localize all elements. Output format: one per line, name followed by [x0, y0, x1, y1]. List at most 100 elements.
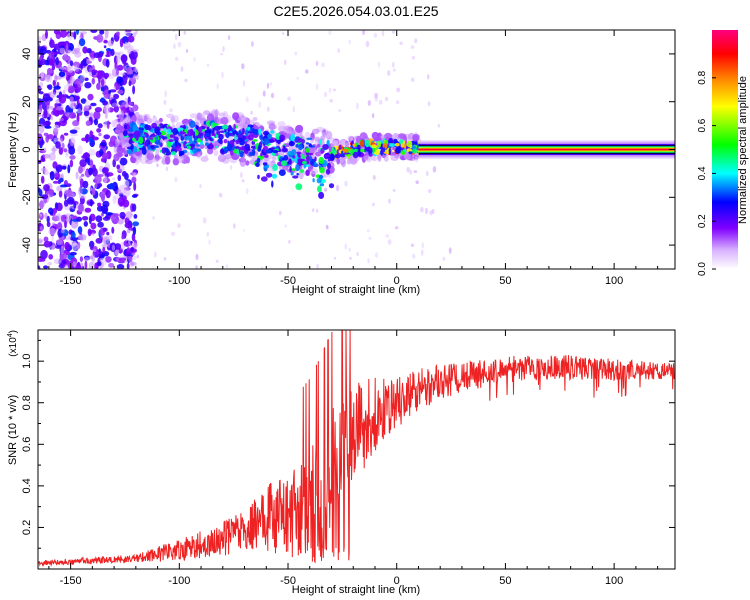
spectrogram-cell [392, 189, 396, 192]
spectrogram-cell [367, 100, 371, 106]
spectrogram-cell [163, 257, 167, 261]
spectrogram-cell [53, 30, 61, 35]
spectrogram-cell [226, 143, 232, 151]
spectrogram-cell [349, 256, 352, 260]
spectrogram-cell [180, 135, 184, 141]
spectrogram-cell [126, 256, 132, 259]
spectrogram-cell [336, 184, 340, 192]
spectrogram-cell [47, 116, 51, 121]
spectrogram-cell [52, 180, 59, 184]
spectrogram-cell [180, 66, 184, 72]
spectrogram-cell [205, 132, 210, 137]
spectrogram-cell [130, 143, 134, 150]
spectrogram-cell [185, 49, 189, 53]
x-tick-label: 100 [605, 275, 623, 287]
spectrogram-cell [128, 238, 131, 246]
spectrogram-y-label: Frequency (Hz) [7, 112, 19, 188]
spectrogram-cell [74, 64, 80, 72]
spectrogram-cell [154, 126, 161, 134]
spectrogram-cell [111, 244, 116, 251]
spectrogram-cell [131, 176, 137, 184]
spectrogram-cell [219, 139, 223, 145]
spectrogram-cell [328, 30, 332, 36]
spectrogram-cell [38, 189, 43, 197]
spectrogram-cell [135, 30, 138, 35]
spectrogram-cell [114, 61, 118, 70]
spectrogram-cell [68, 146, 76, 155]
spectrogram-cell [183, 30, 187, 35]
spectrogram-cell [161, 159, 166, 165]
spectrogram-cell [145, 159, 153, 165]
spectrogram-cell [48, 228, 57, 236]
spectrogram-cell [279, 210, 282, 216]
spectrogram-cell [388, 198, 391, 204]
spectrogram-cell [121, 36, 129, 44]
spectrogram-cell [116, 54, 121, 64]
spectrogram-cell [59, 177, 64, 183]
spectrogram-cell [377, 61, 381, 68]
spectrogram-cell [242, 127, 245, 135]
spectrogram-cell [377, 140, 382, 148]
spectrogram-cell [104, 256, 112, 263]
spectrogram-cell [320, 135, 326, 141]
spectrogram-cell [176, 146, 182, 152]
spectrogram-cell [290, 171, 294, 176]
spectrogram-cell [347, 135, 354, 141]
spectrogram-cell [385, 234, 390, 238]
spectrogram-cell [95, 237, 103, 244]
spectrogram-cell [65, 66, 71, 71]
spectrogram-cell [262, 90, 266, 97]
spectrogram-cell [421, 242, 424, 249]
spectrogram-cell [58, 147, 64, 155]
spectrogram-cell [219, 156, 225, 162]
spectrogram-cell [124, 98, 129, 102]
spectrogram-cell [442, 256, 446, 261]
spectrogram-cell [156, 156, 162, 160]
snr-x-ticks: -150 -100 -50 0 50 100 [48, 330, 659, 587]
spectrogram-cell [432, 166, 437, 173]
spectrogram-cell [237, 137, 244, 142]
spectrogram-cell [127, 35, 135, 43]
spectrogram-cell [102, 227, 108, 232]
spectrogram-cell [67, 79, 73, 88]
spectrogram-cell [89, 112, 94, 117]
spectrogram-cell [86, 187, 93, 192]
spectrogram-cell [40, 158, 46, 162]
spectrogram-cell [172, 158, 180, 166]
spectrogram-cells [38, 30, 675, 269]
spectrogram-cell [120, 138, 126, 148]
spectrogram-cell [129, 262, 134, 266]
spectrogram-cell [97, 123, 103, 129]
spectrogram-cell [128, 138, 133, 145]
spectrogram-cell [178, 150, 183, 157]
spectrogram-cell [195, 265, 198, 269]
spectrogram-cell [260, 152, 263, 157]
spectrogram-cell [278, 169, 286, 176]
spectrogram-cell [406, 166, 411, 173]
spectrogram-cell [83, 257, 90, 262]
y-tick-label: 0.4 [21, 478, 33, 493]
snr-y-ticks: 0.2 0.4 0.6 0.8 1.0 [21, 339, 675, 549]
spectrogram-cell [69, 155, 76, 160]
spectrogram-cell [415, 180, 420, 184]
spectrogram-cell [229, 150, 234, 156]
spectrogram-cell [272, 149, 279, 154]
spectrogram-cell [49, 105, 54, 110]
spectrogram-cell [128, 105, 132, 111]
spectrogram-cell [56, 109, 65, 115]
spectrogram-cell [242, 229, 246, 232]
spectrogram-cell [318, 191, 325, 199]
spectrogram-cell [130, 213, 134, 217]
spectrogram-cell [131, 242, 139, 248]
spectrogram-cell [227, 124, 232, 132]
spectrogram-cell [119, 254, 124, 259]
spectrogram-cell [294, 51, 298, 56]
spectrogram-cell [367, 229, 370, 233]
spectrogram-cell [100, 78, 105, 87]
spectrogram-cell [380, 148, 383, 156]
spectrogram-cell [194, 129, 199, 136]
spectrogram-cell [409, 144, 413, 149]
spectrogram-cell [47, 68, 54, 74]
spectrogram-cell [88, 148, 96, 156]
spectrogram-cell [371, 202, 375, 207]
